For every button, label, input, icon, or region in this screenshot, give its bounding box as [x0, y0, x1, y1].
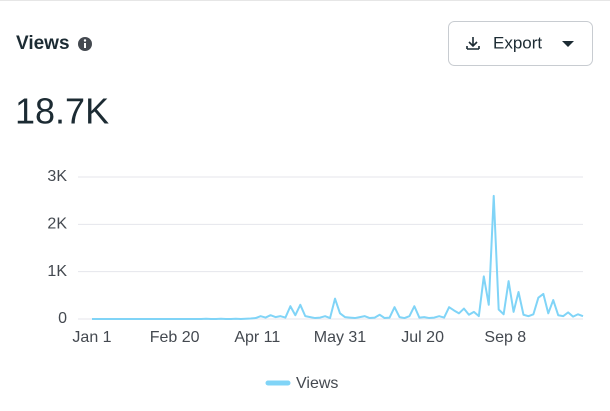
line-series [92, 194, 584, 320]
x-tick-label: Feb 20 [150, 329, 200, 346]
x-tick-label: Sep 8 [484, 329, 526, 346]
y-tick-label: 1K [47, 263, 67, 280]
x-tick-label: Apr 11 [234, 329, 280, 346]
info-icon[interactable] [78, 37, 92, 51]
legend-label: Views [296, 375, 338, 392]
x-tick-label: Jan 1 [72, 329, 111, 346]
x-tick-label: Jul 20 [401, 329, 444, 346]
card-title: Views [16, 33, 70, 54]
download-icon [466, 37, 480, 50]
summary-value: 18.7K [15, 91, 109, 132]
y-tick-label: 3K [47, 168, 67, 185]
y-tick-label: 2K [47, 216, 67, 233]
export-button[interactable]: Export [448, 21, 593, 66]
dropdown-arrow [562, 41, 574, 47]
legend: Views [265, 375, 338, 392]
button-label: Export [493, 33, 542, 52]
x-tick-label: May 31 [314, 329, 367, 346]
y-tick-label: 0 [58, 310, 67, 327]
